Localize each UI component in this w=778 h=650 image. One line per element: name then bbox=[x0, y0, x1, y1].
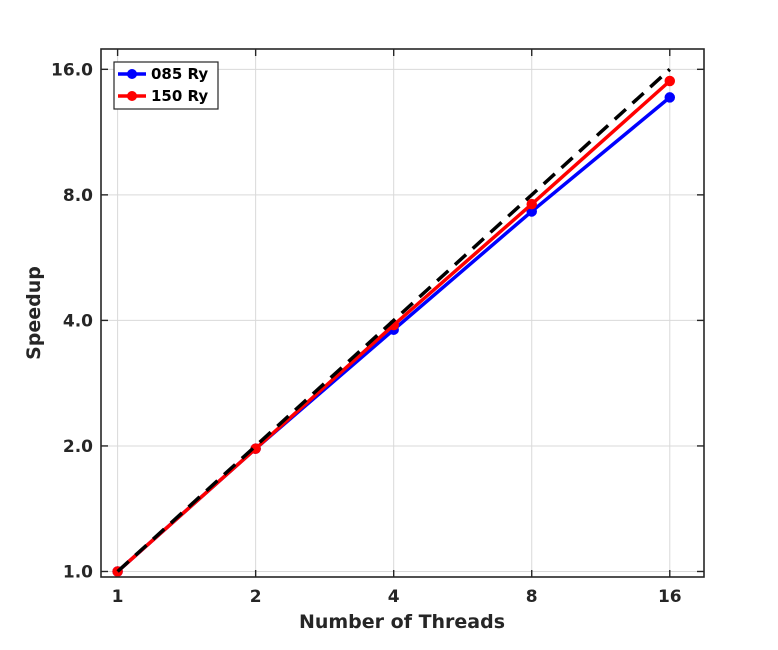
plot-frame bbox=[100, 48, 705, 578]
y-tick-label: 16.0 bbox=[51, 60, 93, 80]
x-tick-label: 16 bbox=[658, 587, 682, 607]
legend-label-085-ry: 085 Ry bbox=[151, 65, 208, 83]
y-axis-title: Speedup bbox=[23, 266, 45, 360]
data-point-150-ry bbox=[526, 198, 537, 210]
x-tick-label: 1 bbox=[112, 587, 124, 607]
grid-lines bbox=[101, 49, 704, 577]
data-point-085-ry bbox=[664, 92, 676, 103]
data-point-150-ry bbox=[664, 75, 676, 87]
y-tick-label: 8.0 bbox=[63, 186, 93, 206]
legend-marker-085-ry bbox=[127, 69, 137, 79]
legend: 085 Ry 150 Ry bbox=[113, 61, 219, 110]
series-layer bbox=[112, 68, 676, 577]
y-tick-labels: 1.0 2.0 4.0 8.0 16.0 bbox=[51, 60, 93, 582]
y-tick-label: 1.0 bbox=[63, 562, 93, 582]
legend-marker-150-ry bbox=[127, 91, 137, 101]
ideal-speedup-line bbox=[116, 68, 671, 573]
y-tick-label: 4.0 bbox=[63, 311, 93, 331]
x-tick-label: 2 bbox=[250, 587, 262, 607]
legend-label-150-ry: 150 Ry bbox=[151, 87, 208, 105]
x-tick-label: 8 bbox=[526, 587, 538, 607]
x-tick-labels: 1 2 4 8 16 bbox=[112, 587, 682, 607]
x-axis-title: Number of Threads bbox=[299, 611, 505, 633]
y-tick-label: 2.0 bbox=[63, 437, 93, 457]
x-tick-label: 4 bbox=[388, 587, 400, 607]
